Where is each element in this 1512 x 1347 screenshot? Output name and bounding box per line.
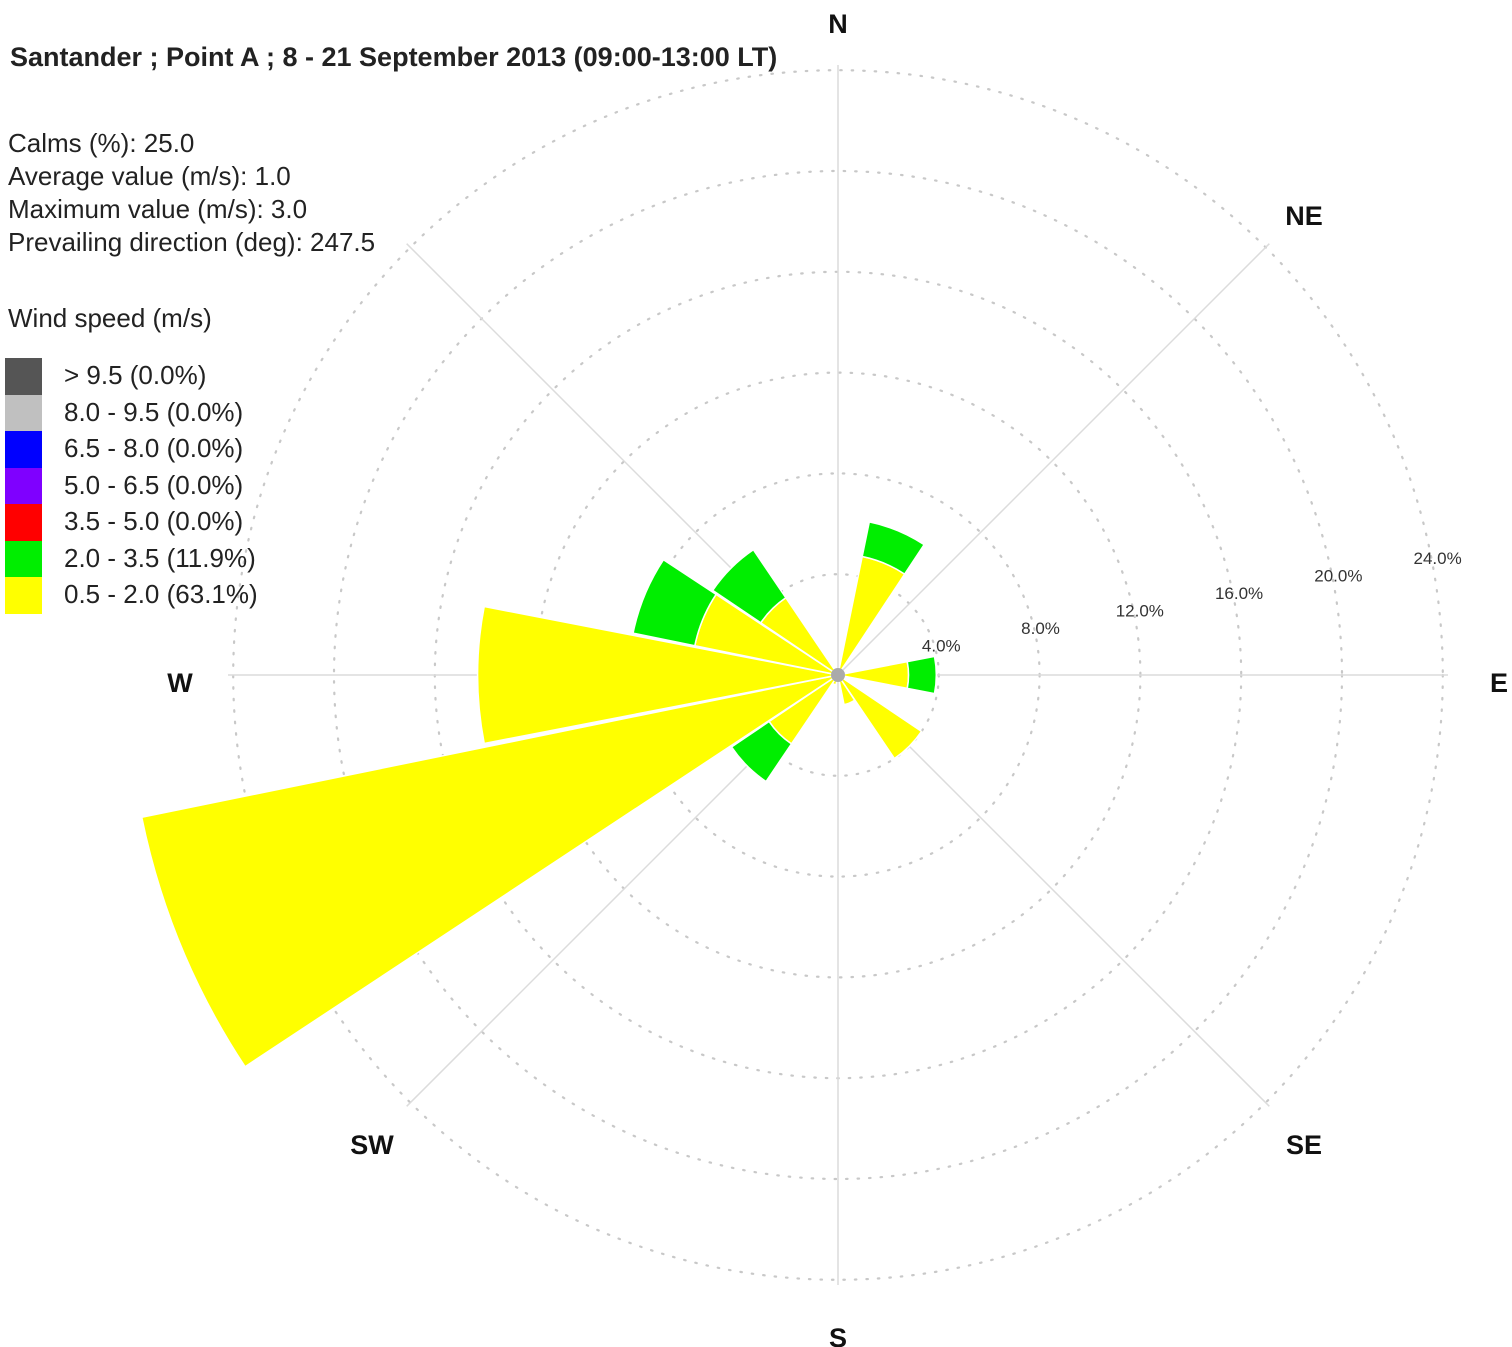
legend-label: 2.0 - 3.5 (11.9%)	[64, 542, 256, 573]
ring-labels: 4.0% 8.0% 12.0% 16.0% 20.0% 24.0%	[922, 549, 1462, 656]
legend-label: 8.0 - 9.5 (0.0%)	[64, 396, 244, 427]
legend-swatch	[5, 467, 42, 504]
direction-labels: N NE E SE S SW W	[167, 9, 1508, 1347]
legend-label: > 9.5 (0.0%)	[64, 360, 207, 390]
legend-label: 0.5 - 2.0 (63.1%)	[64, 579, 258, 609]
sector-bar	[837, 674, 923, 760]
chart-title: Santander ; Point A ; 8 - 21 September 2…	[10, 42, 778, 72]
direction-label: N	[828, 9, 848, 39]
sector-bar	[730, 720, 793, 783]
stat-calms: Calms (%): 25.0	[8, 128, 195, 158]
stat-average: Average value (m/s): 1.0	[8, 161, 291, 191]
stats-block: Calms (%): 25.0 Average value (m/s): 1.0…	[8, 127, 375, 259]
direction-label: S	[829, 1323, 847, 1347]
legend-swatch	[5, 358, 42, 395]
sector-bar	[861, 521, 926, 576]
stat-prevailing: Prevailing direction (deg): 247.5	[8, 227, 376, 257]
legend-label: 6.5 - 8.0 (0.0%)	[64, 433, 244, 463]
stat-maximum: Maximum value (m/s): 3.0	[8, 194, 308, 224]
legend-swatch	[5, 577, 42, 614]
ring-label: 16.0%	[1215, 584, 1263, 603]
center-dot	[831, 668, 845, 682]
direction-label: E	[1490, 668, 1508, 698]
ring-label: 24.0%	[1414, 549, 1462, 568]
direction-label: NE	[1285, 201, 1323, 231]
legend-swatch	[5, 504, 42, 541]
legend-label: 5.0 - 6.5 (0.0%)	[64, 469, 244, 500]
direction-spoke	[837, 243, 1270, 676]
direction-spoke	[837, 674, 1270, 1107]
direction-label: W	[167, 668, 193, 698]
sector-bar	[632, 558, 718, 647]
ring-label: 4.0%	[922, 636, 961, 655]
ring-label: 20.0%	[1314, 566, 1362, 585]
direction-label: SW	[350, 1130, 394, 1160]
ring-label: 8.0%	[1021, 619, 1060, 638]
ring-label: 12.0%	[1116, 601, 1164, 620]
legend-label: 3.5 - 5.0 (0.0%)	[64, 506, 244, 536]
sector-bar	[837, 674, 856, 706]
direction-label: SE	[1286, 1130, 1322, 1160]
sector-bar	[711, 548, 787, 624]
legend-title: Wind speed (m/s)	[8, 303, 212, 333]
legend-swatch	[5, 431, 42, 468]
sector-bar	[906, 655, 937, 695]
legend-swatch	[5, 540, 42, 577]
legend-swatch	[5, 394, 42, 431]
wind-sectors	[140, 521, 937, 1068]
sector-bar	[140, 674, 839, 1068]
sector-bar	[476, 605, 839, 745]
